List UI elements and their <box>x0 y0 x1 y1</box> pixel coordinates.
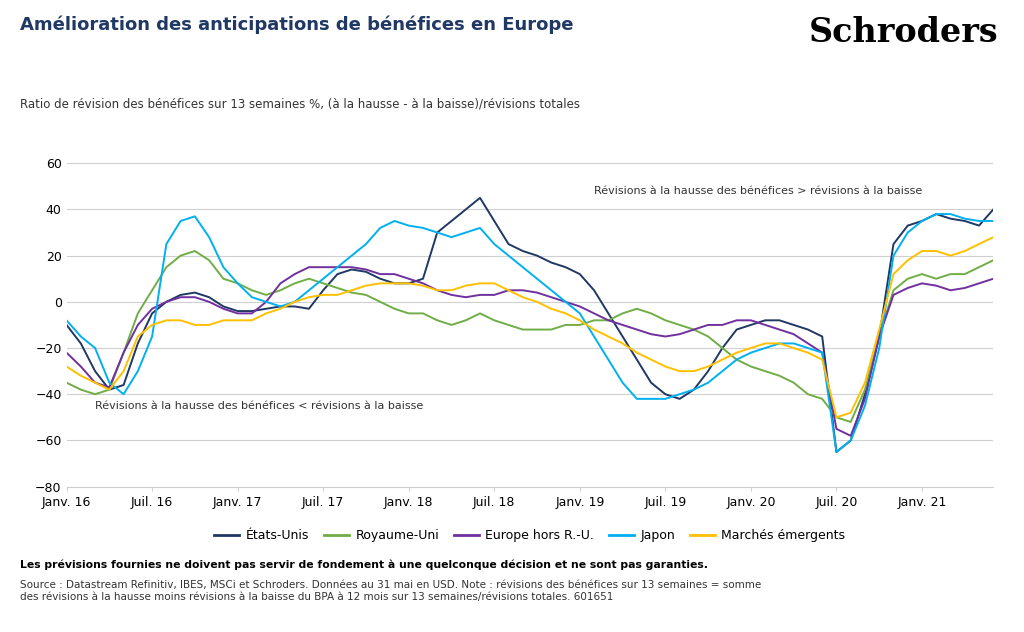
Text: Schroders: Schroders <box>809 16 998 49</box>
Text: Révisions à la hausse des bénéfices > révisions à la baisse: Révisions à la hausse des bénéfices > ré… <box>594 186 923 197</box>
Legend: États-Unis, Royaume-Uni, Europe hors R.-U., Japon, Marchés émergents: États-Unis, Royaume-Uni, Europe hors R.-… <box>210 525 850 547</box>
Text: Révisions à la hausse des bénéfices < révisions à la baisse: Révisions à la hausse des bénéfices < ré… <box>95 401 423 411</box>
Text: Ratio de révision des bénéfices sur 13 semaines %, (à la hausse - à la baisse)/r: Ratio de révision des bénéfices sur 13 s… <box>20 98 581 111</box>
Text: Amélioration des anticipations de bénéfices en Europe: Amélioration des anticipations de bénéfi… <box>20 16 574 34</box>
Text: Les prévisions fournies ne doivent pas servir de fondement à une quelconque déci: Les prévisions fournies ne doivent pas s… <box>20 559 709 570</box>
Text: Source : Datastream Refinitiv, IBES, MSCi et Schroders. Données au 31 mai en USD: Source : Datastream Refinitiv, IBES, MSC… <box>20 580 762 602</box>
